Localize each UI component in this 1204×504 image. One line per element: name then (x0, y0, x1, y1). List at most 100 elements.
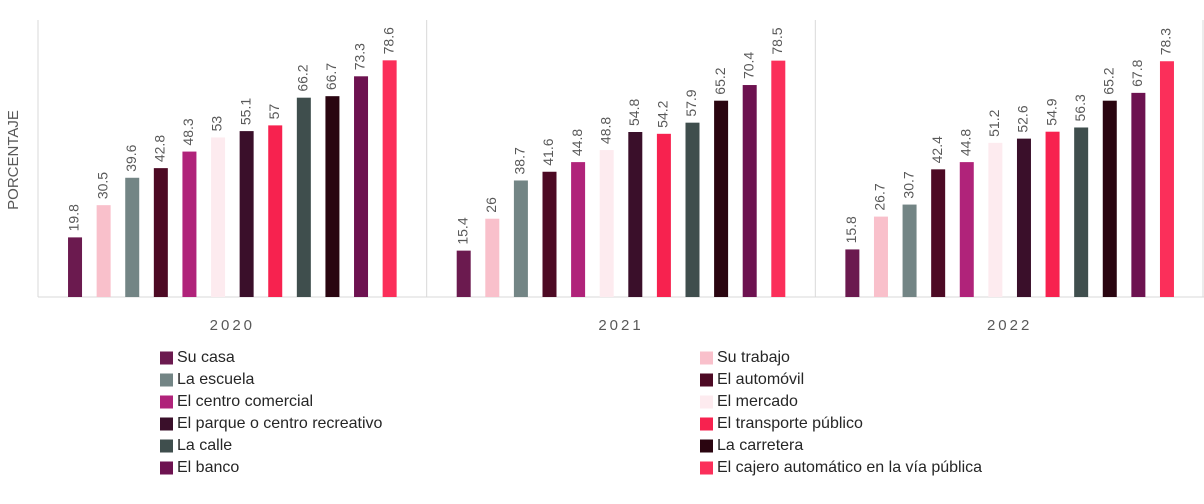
legend-label: El parque o centro recreativo (177, 415, 383, 432)
value-label: 53 (209, 116, 225, 132)
value-label: 66.7 (323, 63, 339, 90)
legend-swatch (700, 373, 713, 387)
value-label: 48.8 (597, 117, 613, 144)
value-label: 26 (483, 197, 499, 213)
bar (931, 169, 946, 297)
value-label: 56.3 (1072, 94, 1088, 121)
value-label: 57.9 (683, 89, 699, 116)
legend-swatch (160, 395, 173, 409)
bar (571, 162, 586, 297)
value-label: 15.4 (454, 217, 470, 244)
legend-swatch (160, 351, 173, 365)
bar (68, 237, 83, 297)
legend-swatch (700, 395, 713, 409)
legend-swatch (160, 439, 173, 453)
bar (485, 218, 500, 297)
bar (268, 125, 283, 297)
value-label: 51.2 (986, 109, 1002, 136)
value-label: 78.6 (380, 27, 396, 54)
value-label: 41.6 (540, 138, 556, 165)
bar (873, 216, 888, 297)
bar (1074, 127, 1089, 298)
value-label: 38.7 (512, 147, 528, 174)
legend-swatch (700, 417, 713, 431)
value-label: 55.1 (237, 98, 253, 125)
legend-label: El centro comercial (177, 393, 313, 410)
bar (513, 180, 528, 297)
legend-swatch (160, 461, 173, 475)
bar (902, 204, 917, 297)
value-label: 57 (266, 104, 282, 120)
legend-swatch (700, 461, 713, 475)
bar (211, 137, 226, 297)
bar (988, 142, 1003, 297)
bar (182, 151, 197, 297)
legend-swatch (160, 417, 173, 431)
legend-label: La carretera (717, 437, 803, 454)
value-label: 30.7 (900, 171, 916, 198)
bar (656, 133, 671, 297)
bar (1016, 138, 1031, 297)
value-label: 44.8 (569, 129, 585, 156)
value-label: 44.8 (957, 129, 973, 156)
bar (1159, 61, 1174, 297)
x-tick-label: 2022 (987, 317, 1032, 334)
legend-label: El cajero automático en la vía pública (717, 459, 982, 476)
value-label: 19.8 (66, 204, 82, 231)
bar (382, 60, 397, 297)
bar (239, 131, 254, 297)
bar (456, 250, 471, 297)
value-label: 52.6 (1015, 105, 1031, 132)
bar (959, 162, 974, 297)
value-label: 54.9 (1043, 98, 1059, 125)
bar (153, 168, 168, 297)
bar (1131, 92, 1146, 298)
legend-label: Su trabajo (717, 349, 790, 366)
legend-label: La calle (177, 437, 232, 454)
bar (296, 97, 311, 297)
legend-label: El automóvil (717, 371, 804, 388)
bar (714, 100, 729, 297)
x-tick-label: 2020 (210, 317, 255, 334)
bar (685, 122, 700, 297)
value-label: 15.8 (843, 216, 859, 243)
value-label: 48.3 (180, 118, 196, 145)
value-label: 39.6 (123, 144, 139, 171)
legend-swatch (160, 373, 173, 387)
bar (542, 171, 557, 297)
legend-swatch (700, 351, 713, 365)
bar (599, 150, 614, 297)
bar (125, 177, 140, 297)
legend-label: El banco (177, 459, 239, 476)
x-tick-label: 2021 (598, 317, 643, 334)
legend-swatch (700, 439, 713, 453)
bar (325, 96, 340, 297)
value-label: 78.5 (769, 27, 785, 54)
value-label: 54.2 (655, 100, 671, 127)
value-label: 42.4 (929, 136, 945, 163)
bar (742, 85, 757, 297)
value-label: 30.5 (94, 172, 110, 199)
value-label: 73.3 (352, 43, 368, 70)
bar (1102, 100, 1117, 297)
value-label: 70.4 (740, 52, 756, 79)
bar (96, 205, 111, 297)
value-label: 66.2 (295, 64, 311, 91)
y-axis-label: PORCENTAJE (5, 110, 22, 210)
legend-label: Su casa (177, 349, 235, 366)
legend-label: El mercado (717, 393, 798, 410)
bar (354, 76, 369, 298)
bar (1045, 131, 1060, 297)
value-label: 65.2 (1100, 67, 1116, 94)
value-label: 78.3 (1158, 28, 1174, 55)
value-label: 54.8 (626, 99, 642, 126)
bar (628, 132, 643, 297)
legend-label: La escuela (177, 371, 254, 388)
value-label: 42.8 (152, 135, 168, 162)
legend-label: El transporte público (717, 415, 863, 432)
bar (771, 60, 786, 297)
value-label: 67.8 (1129, 59, 1145, 86)
bar (845, 249, 860, 297)
value-label: 26.7 (872, 183, 888, 210)
